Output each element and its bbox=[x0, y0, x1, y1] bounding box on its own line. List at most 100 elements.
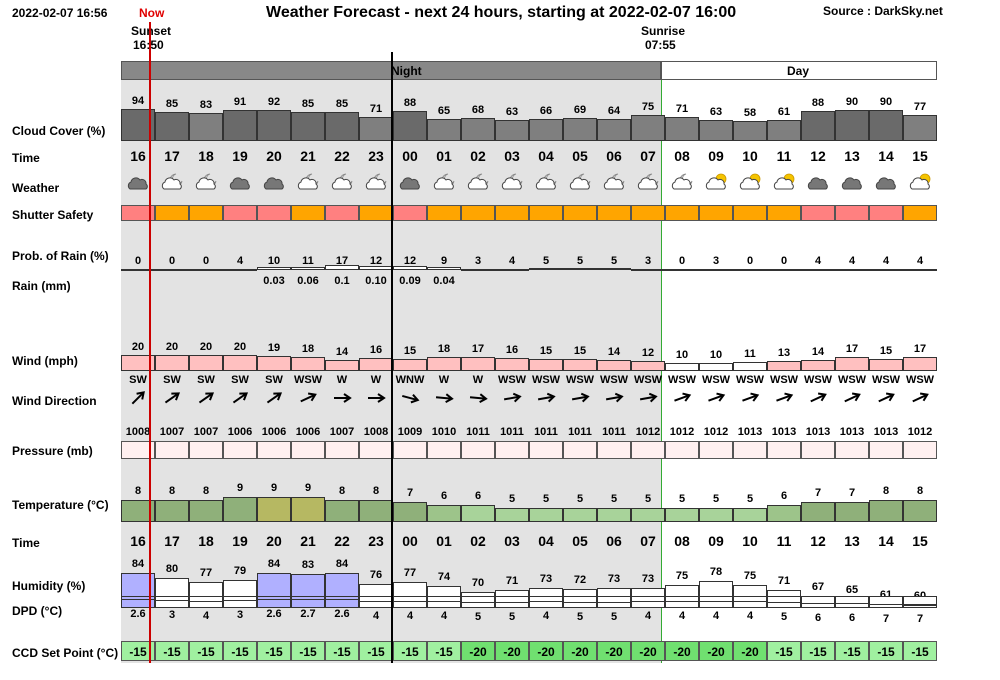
dpd-value: 4 bbox=[712, 610, 720, 622]
cloud-cover-value: 85 bbox=[335, 98, 349, 110]
humidity-bar bbox=[189, 582, 223, 608]
ccd-set-point-value: -20 bbox=[673, 645, 691, 659]
shutter-safety-cell bbox=[801, 205, 835, 221]
pressure-value: 1006 bbox=[295, 426, 321, 438]
rain-prob-bar bbox=[665, 269, 699, 271]
wind-direction-value: SW bbox=[265, 374, 283, 386]
dpd-bar bbox=[257, 596, 291, 600]
wind-bar bbox=[801, 360, 835, 371]
rain-prob-bar bbox=[359, 266, 393, 270]
hour-label: 20 bbox=[266, 148, 282, 164]
temperature-bar bbox=[155, 500, 189, 522]
wind-arrow-icon bbox=[468, 388, 488, 408]
rain-prob-bar bbox=[155, 269, 189, 271]
cloud-cover-value: 88 bbox=[403, 97, 417, 109]
temperature-value: 5 bbox=[644, 493, 652, 505]
rain-prob-label: Prob. of Rain (%) bbox=[12, 249, 109, 263]
humidity-bar bbox=[699, 581, 733, 608]
cloud-cover-bar bbox=[359, 117, 393, 141]
rain-prob-value: 4 bbox=[916, 255, 924, 267]
wind-bar bbox=[325, 360, 359, 371]
cloud-cover-bar bbox=[529, 119, 563, 141]
dpd-value: 4 bbox=[678, 610, 686, 622]
hour-label: 12 bbox=[810, 148, 826, 164]
rain-prob-value: 9 bbox=[440, 255, 448, 267]
dpd-value: 4 bbox=[542, 610, 550, 622]
cloud-night-icon bbox=[636, 173, 660, 191]
dpd-bar bbox=[189, 596, 223, 602]
shutter-safety-cell bbox=[291, 205, 325, 221]
ccd-set-point-value: -15 bbox=[129, 645, 147, 659]
hour-label-2: 00 bbox=[402, 533, 418, 549]
temperature-bar bbox=[461, 505, 495, 522]
temperature-value: 5 bbox=[576, 493, 584, 505]
sunset-time: 16:50 bbox=[133, 38, 164, 52]
pressure-value: 1008 bbox=[363, 426, 389, 438]
wind-direction-value: W bbox=[336, 374, 348, 386]
ccd-set-point-value: -20 bbox=[469, 645, 487, 659]
wind-bar bbox=[155, 355, 189, 371]
ccd-set-point-cell bbox=[767, 641, 801, 661]
dpd-bar bbox=[767, 596, 801, 603]
wind-arrow-icon bbox=[604, 388, 624, 408]
ccd-set-point-value: -20 bbox=[605, 645, 623, 659]
pressure-value: 1010 bbox=[431, 426, 457, 438]
wind-direction-value: WSW bbox=[565, 374, 595, 386]
rain-mm-value: 0.10 bbox=[365, 275, 387, 287]
wind-direction-value: W bbox=[370, 374, 382, 386]
hour-label-2: 07 bbox=[640, 533, 656, 549]
pressure-value: 1013 bbox=[737, 426, 763, 438]
hour-label-2: 16 bbox=[130, 533, 146, 549]
wind-value: 15 bbox=[539, 345, 553, 357]
pressure-value: 1008 bbox=[125, 426, 151, 438]
humidity-value: 76 bbox=[369, 569, 383, 581]
ccd-set-point-value: -15 bbox=[401, 645, 419, 659]
day-region bbox=[661, 80, 938, 663]
dpd-value: 4 bbox=[440, 610, 448, 622]
humidity-value: 70 bbox=[471, 577, 485, 589]
rain-prob-value: 0 bbox=[746, 255, 754, 267]
rain-prob-bar bbox=[461, 269, 495, 271]
wind-value: 16 bbox=[369, 344, 383, 356]
temperature-bar bbox=[733, 508, 767, 522]
wind-arrow-icon bbox=[536, 388, 556, 408]
hour-label-2: 21 bbox=[300, 533, 316, 549]
wind-value: 20 bbox=[233, 341, 247, 353]
humidity-value: 71 bbox=[777, 575, 791, 587]
temperature-bar bbox=[835, 502, 869, 522]
rain-prob-bar bbox=[393, 266, 427, 270]
ccd-set-point-value: -15 bbox=[163, 645, 181, 659]
hour-label: 13 bbox=[844, 148, 860, 164]
dpd-value: 5 bbox=[780, 611, 788, 623]
wind-arrow-icon bbox=[332, 388, 352, 408]
temperature-bar bbox=[223, 497, 257, 522]
pressure-value: 1007 bbox=[329, 426, 355, 438]
rain-prob-value: 12 bbox=[369, 255, 383, 267]
wind-bar bbox=[903, 357, 937, 371]
pressure-value: 1007 bbox=[159, 426, 185, 438]
temperature-bar bbox=[189, 500, 223, 522]
shutter-safety-cell bbox=[393, 205, 427, 221]
wind-value: 15 bbox=[879, 345, 893, 357]
cloud-cover-value: 71 bbox=[675, 103, 689, 115]
now-label: Now bbox=[139, 6, 165, 20]
pressure-cell bbox=[495, 441, 529, 459]
cloud-dark-icon bbox=[398, 173, 422, 191]
temperature-bar bbox=[393, 502, 427, 522]
rain-prob-value: 17 bbox=[335, 255, 349, 267]
shutter-safety-cell bbox=[767, 205, 801, 221]
dpd-bar bbox=[223, 596, 257, 601]
wind-arrow-icon bbox=[400, 388, 420, 408]
ccd-set-point-value: -15 bbox=[809, 645, 827, 659]
ccd-set-point-value: -15 bbox=[367, 645, 385, 659]
hour-label-2: 20 bbox=[266, 533, 282, 549]
pressure-cell bbox=[767, 441, 801, 459]
shutter-safety-cell bbox=[631, 205, 665, 221]
cloud-cover-bar bbox=[223, 110, 257, 141]
dpd-bar bbox=[631, 596, 665, 602]
cloud-cover-bar bbox=[427, 119, 461, 141]
cloud-cover-value: 71 bbox=[369, 103, 383, 115]
temperature-bar bbox=[291, 497, 325, 522]
cloud-dark-icon bbox=[874, 173, 898, 191]
pressure-cell bbox=[257, 441, 291, 459]
